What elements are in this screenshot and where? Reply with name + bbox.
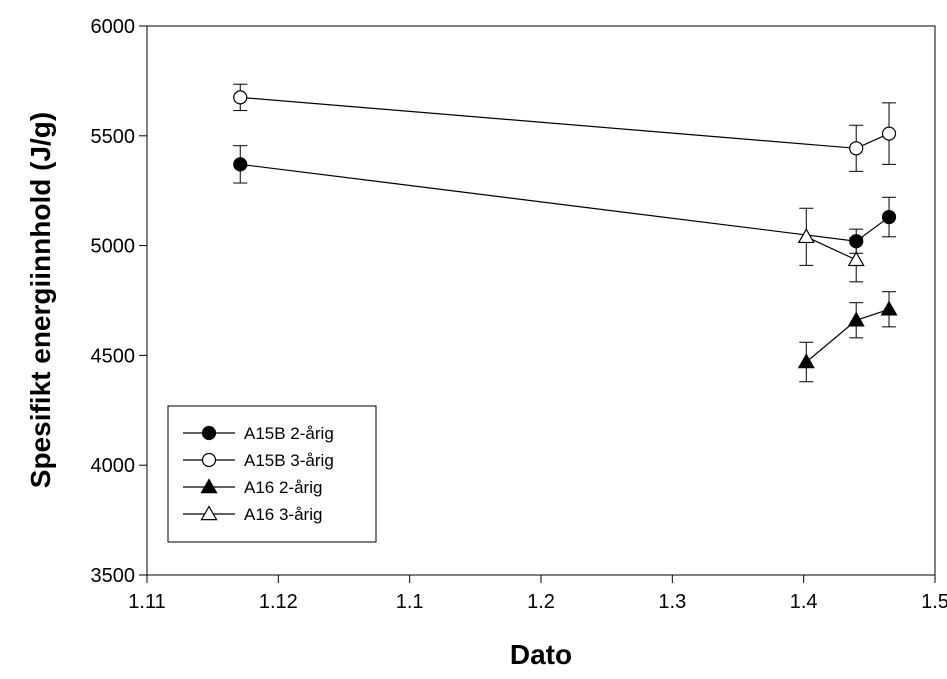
series-line	[240, 163, 890, 242]
legend-item-4: A16 3-årig	[183, 505, 322, 524]
data-point	[849, 141, 864, 156]
data-point	[797, 228, 815, 244]
legend-marker	[201, 425, 217, 441]
x-tick-label: 1.4	[790, 591, 818, 613]
legend: A15B 2-årig A15B 3-årig A16 2-årig A16 3-år…	[167, 405, 377, 543]
legend-item-2: A15B 3-årig	[183, 451, 334, 470]
series-4	[797, 207, 865, 283]
series-line	[806, 236, 857, 261]
series-2	[233, 83, 897, 172]
x-tick-label: 1.3	[658, 591, 686, 613]
y-tick-label: 5000	[91, 236, 136, 258]
y-tick-label: 3500	[91, 565, 136, 587]
data-point	[797, 353, 815, 369]
x-axis-title: Dato	[510, 639, 572, 670]
data-point	[233, 157, 248, 172]
legend-item-1: A15B 2-årig	[183, 424, 334, 443]
series-layer	[233, 83, 898, 383]
x-axis-ticks: 1.11 1.12 1.1 1.2 1.3 1.4 1.5	[128, 575, 947, 613]
legend-label: A16 3-årig	[244, 505, 322, 524]
legend-marker	[200, 505, 218, 521]
legend-item-3: A16 2-årig	[183, 478, 322, 497]
y-tick-label: 4000	[91, 455, 136, 477]
y-tick-label: 4500	[91, 345, 136, 367]
y-axis-title: Spesifikt energiinnhold (J/g)	[25, 112, 56, 488]
x-tick-label: 1.1	[396, 591, 424, 613]
legend-marker	[200, 478, 218, 494]
data-point	[881, 126, 897, 141]
x-tick-label: 1.11	[128, 591, 165, 613]
legend-marker	[201, 452, 217, 468]
x-tick-label: 1.5	[921, 591, 947, 613]
series-1	[233, 145, 897, 254]
y-tick-label: 5500	[91, 126, 136, 148]
series-3	[797, 291, 898, 383]
y-tick-label: 6000	[91, 16, 136, 38]
data-point	[233, 90, 248, 105]
data-point	[847, 251, 865, 267]
legend-label: A15B 2-årig	[244, 424, 334, 443]
x-tick-label: 1.2	[527, 591, 555, 613]
data-point	[880, 300, 898, 316]
series-line	[240, 96, 890, 149]
data-point	[881, 209, 897, 225]
data-point	[847, 311, 865, 327]
x-tick-label: 1.12	[259, 591, 298, 613]
y-axis-ticks: 3500 4000 4500 5000 5500 6000	[91, 16, 147, 587]
legend-label: A15B 3-årig	[244, 451, 334, 470]
series-line	[805, 308, 890, 363]
legend-label: A16 2-årig	[244, 478, 322, 497]
